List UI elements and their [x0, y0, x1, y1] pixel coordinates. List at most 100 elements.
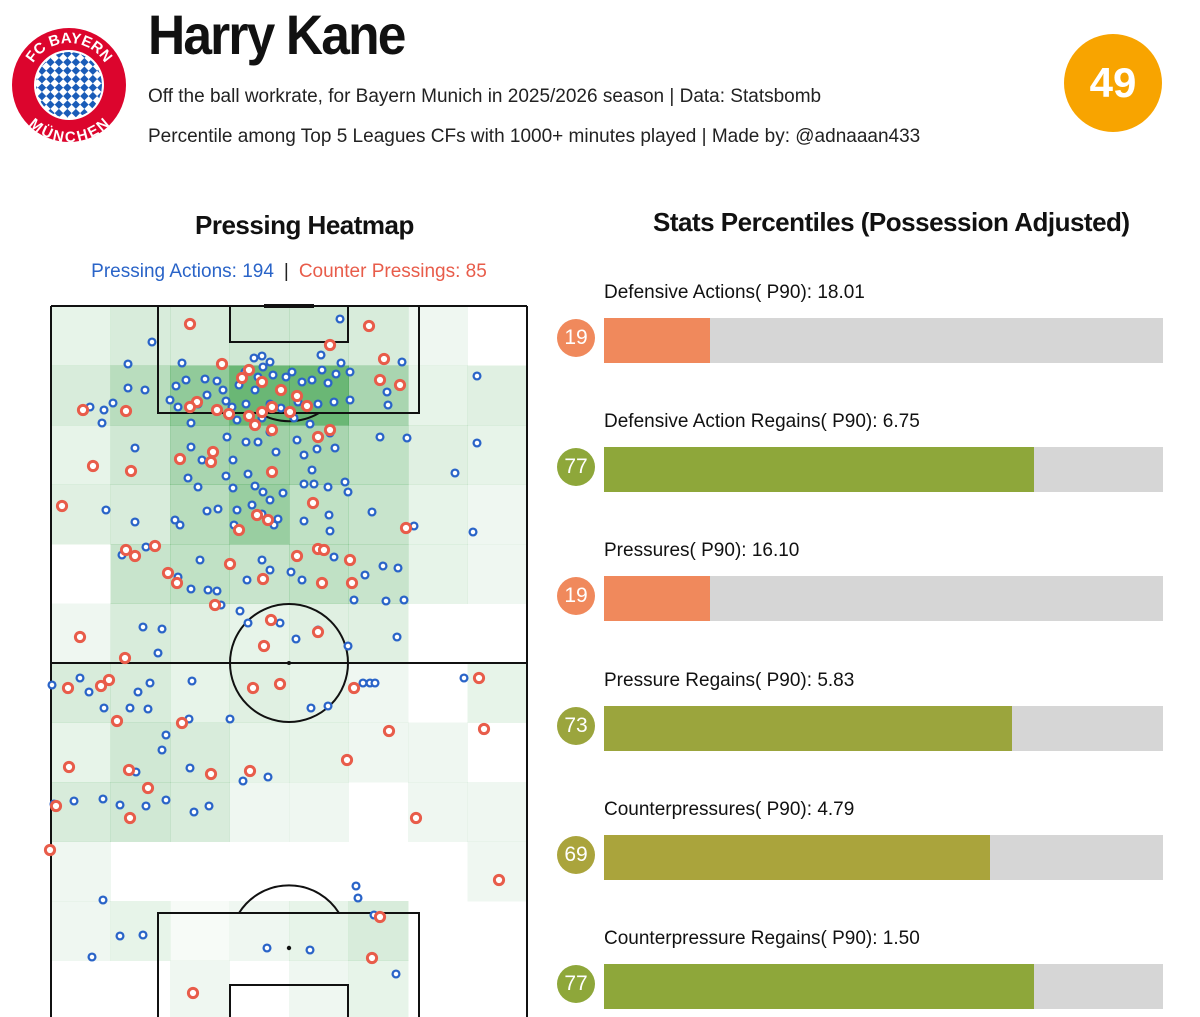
pressing-action-point — [287, 367, 297, 377]
pressing-action-point — [249, 353, 259, 363]
pressing-action-point — [307, 465, 317, 475]
counter-pressing-point — [73, 630, 87, 644]
pressing-action-point — [323, 701, 333, 711]
heatmap-cell — [110, 306, 171, 366]
pressing-action-point — [195, 555, 205, 565]
heatmap-cell — [348, 484, 409, 545]
pressing-action-point — [133, 687, 143, 697]
pressing-action-point — [147, 337, 157, 347]
pressing-action-point — [225, 714, 235, 724]
pressing-action-point — [161, 795, 171, 805]
pressing-action-point — [141, 542, 151, 552]
pressing-action-point — [141, 801, 151, 811]
stat-label: Defensive Actions( P90): 18.01 — [604, 282, 865, 303]
stat-bar-track — [604, 576, 1163, 622]
pressing-action-point — [292, 435, 302, 445]
pressing-action-point — [157, 745, 167, 755]
pressing-action-point — [349, 595, 359, 605]
pressing-action-point — [75, 673, 85, 683]
counter-pressing-point — [122, 763, 136, 777]
pressing-action-point — [177, 358, 187, 368]
pressing-action-point — [185, 763, 195, 773]
pressing-action-point — [228, 455, 238, 465]
stat-bar-track — [604, 318, 1163, 363]
stat-label: Pressures( P90): 16.10 — [604, 540, 800, 562]
counter-pressing-point — [265, 400, 279, 414]
heatmap-cell — [467, 782, 528, 842]
heatmap-cell — [348, 306, 409, 366]
heatmap-cell — [348, 663, 409, 723]
pressing-action-point — [130, 517, 140, 527]
pressing-action-point — [278, 488, 288, 498]
pressing-action-point — [187, 676, 197, 686]
stat-bar-fill — [604, 834, 990, 880]
pressing-action-point — [397, 357, 407, 367]
pressing-action-point — [204, 801, 214, 811]
counter-pressing-point — [119, 543, 133, 557]
pressing-action-point — [143, 704, 153, 714]
legend-pressing-actions: Pressing Actions: 194 — [91, 261, 274, 282]
counter-pressing-point — [206, 445, 220, 459]
pressing-action-point — [340, 477, 350, 487]
counter-pressing-point — [382, 724, 396, 738]
stat-bar-fill — [604, 576, 711, 622]
heatmap-cell — [110, 901, 171, 961]
counter-pressing-point — [340, 753, 354, 767]
heatmap-cell — [229, 901, 290, 961]
pressing-action-point — [331, 369, 341, 379]
pressing-action-point — [170, 515, 180, 525]
heatmap-cell — [229, 663, 290, 723]
counter-pressing-point — [242, 409, 256, 423]
pressing-heatmap-pitch — [43, 304, 528, 1017]
heatmap-cell — [289, 960, 349, 1017]
heatmap-cell — [170, 365, 230, 426]
stats-percentiles-title: Stats Percentiles (Possession Adjusted) — [653, 207, 1130, 237]
heatmap-cell — [408, 544, 468, 604]
pressing-action-point — [181, 375, 191, 385]
pressing-action-point — [125, 703, 135, 713]
heatmap-cell — [51, 306, 111, 366]
stat-bar-track — [604, 964, 1163, 1009]
pressing-action-point — [258, 487, 268, 497]
counter-pressing-point — [222, 407, 236, 421]
pressing-action-point — [391, 969, 401, 979]
pressing-action-points — [47, 314, 482, 979]
pressing-action-point — [306, 703, 316, 713]
counter-pressing-point — [235, 371, 249, 385]
pressing-action-point — [123, 383, 133, 393]
pressing-action-point — [291, 634, 301, 644]
heatmap-cell — [408, 782, 468, 842]
pressing-action-point — [99, 405, 109, 415]
counter-pressing-point — [49, 799, 63, 813]
stat-label: Counterpressure Regains( P90): 1.50 — [604, 928, 920, 949]
pressing-action-point — [257, 351, 267, 361]
pressing-action-point — [161, 730, 171, 740]
pitch-markings — [50, 304, 528, 1017]
pressing-action-point — [323, 378, 333, 388]
pressing-action-point — [358, 678, 368, 688]
pitch-penalty-area-bottom — [157, 912, 420, 1017]
pressing-action-point — [247, 500, 257, 510]
pitch-penalty-arc-bottom — [238, 884, 340, 914]
pressing-action-point — [281, 372, 291, 382]
counter-pressing-point — [283, 405, 297, 419]
heatmap-cell — [51, 901, 111, 961]
pressing-action-point — [297, 575, 307, 585]
stat-bar-fill — [604, 705, 1013, 751]
pressing-action-point — [450, 468, 460, 478]
heatmap-cell — [110, 484, 171, 545]
counter-pressing-point — [255, 375, 269, 389]
pitch-centre-circle — [229, 603, 349, 723]
counter-pressing-point — [128, 549, 142, 563]
pressing-action-point — [243, 618, 253, 628]
heatmap-cell — [408, 722, 468, 783]
heatmap-cell — [170, 603, 230, 664]
player-name: Harry Kane — [148, 3, 406, 66]
pressing-action-point — [360, 570, 370, 580]
stat-percentile-badge: 19 — [557, 577, 595, 616]
pressing-action-point — [186, 584, 196, 594]
pressing-action-point — [186, 418, 196, 428]
pitch-penalty-spot-bottom — [286, 945, 292, 951]
counter-pressing-point — [183, 400, 197, 414]
counter-pressing-points — [43, 317, 506, 1000]
